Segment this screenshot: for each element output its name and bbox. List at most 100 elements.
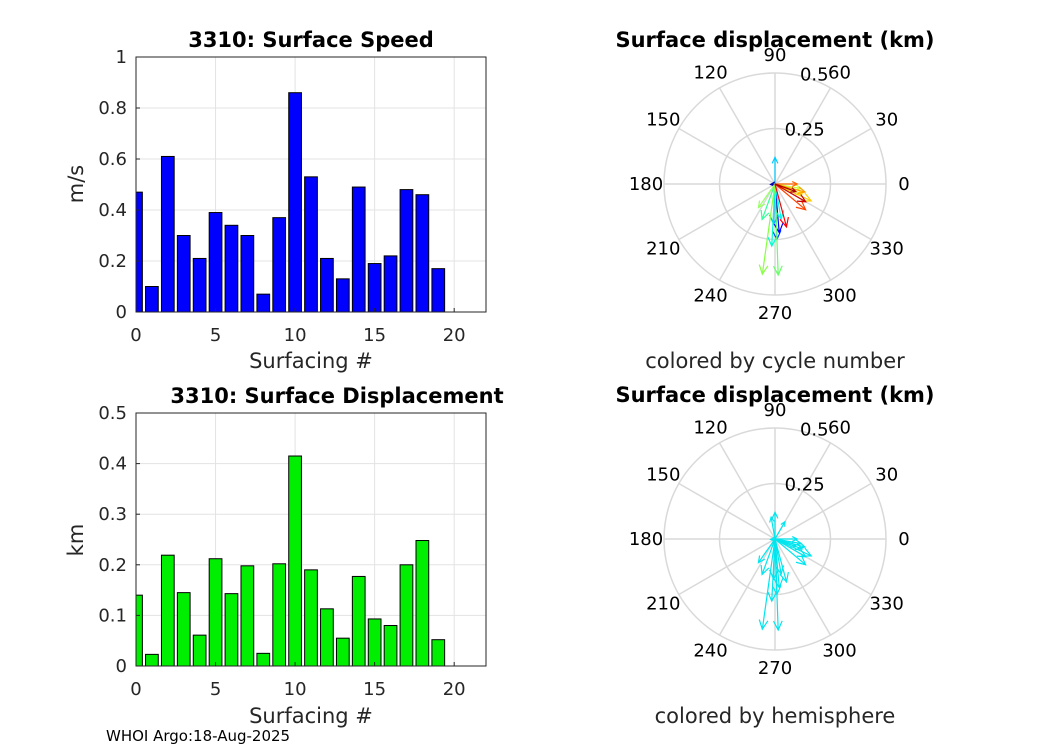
speed-axes-box [135, 56, 487, 313]
speed-y-axis-label: m/s [64, 165, 88, 203]
speed-x-axis-label: Surfacing # [249, 349, 373, 373]
speed-bar [224, 224, 239, 313]
displacement-bar [304, 569, 318, 667]
polar-cycle-angle-label: 180 [629, 174, 663, 195]
polar-cycle-radius-label: 0.25 [785, 119, 825, 140]
speed-x-tick-label: 10 [284, 325, 307, 346]
polar-hemisphere-angle-label: 0 [898, 529, 909, 550]
displacement-ticks: 0 0.1 0.2 0.3 0.4 0.5 0 5 10 15 20 [98, 403, 465, 700]
polar-hemisphere-vector-shaft [771, 538, 776, 602]
polar-cycle-angle-label: 60 [828, 62, 851, 83]
displacement-x-axis-label: Surfacing # [249, 704, 373, 728]
displacement-bar [208, 558, 223, 667]
displacement-y-tick-label: 0.5 [98, 403, 127, 424]
polar-cycle-vector [774, 183, 798, 193]
polar-hemisphere-angle-label: 60 [828, 417, 851, 438]
polar-cycle-vector-head [790, 187, 798, 193]
polar-hemisphere-angle-label: 210 [646, 594, 680, 615]
speed-y-tick-label: 0 [116, 302, 127, 323]
polar-cycle-vector-shaft [774, 183, 807, 203]
polar-hemisphere-vector-shaft [757, 538, 776, 563]
speed-ticks: 00.20.40.60.810 5 10 15 20 [98, 47, 465, 346]
polar-hemisphere-title: Surface displacement (km) [615, 383, 934, 407]
polar-hemisphere-vector [767, 538, 778, 603]
polar-hemisphere-radius-label: 0.5 [800, 420, 829, 441]
speed-bar [335, 278, 350, 313]
polar-cycle-vector-head [758, 264, 769, 276]
polar-hemisphere-chart: 0 30 60 90 120 150 180 210 240 270 300 330 0.25 0.5 S… [615, 383, 934, 728]
speed-bars [135, 92, 446, 313]
polar-cycle-title: Surface displacement (km) [615, 28, 934, 52]
speed-bar [415, 194, 430, 313]
polar-cycle-angle-label: 240 [693, 286, 727, 307]
polar-hemisphere-vector [771, 510, 779, 539]
polar-cycle-angle-label: 150 [646, 110, 680, 131]
polar-cycle-vector [774, 183, 807, 211]
displacement-bar-chart: 0 0.1 0.2 0.3 0.4 0.5 0 5 10 15 20 3310: Surface D… [64, 384, 504, 728]
displacement-bar [176, 592, 191, 667]
speed-bar [399, 189, 414, 313]
speed-bar [160, 155, 175, 313]
polar-hemisphere-vector [758, 538, 776, 631]
polar-cycle-angle-label: 300 [822, 286, 856, 307]
polar-cycle-vector-shaft [761, 183, 776, 220]
displacement-y-tick-label: 0 [116, 656, 127, 677]
displacement-bar [367, 618, 382, 667]
speed-chart-title: 3310: Surface Speed [188, 28, 434, 52]
displacement-bars [135, 455, 446, 667]
polar-cycle-vector [774, 183, 789, 229]
polar-hemisphere-vector-head [758, 619, 769, 631]
speed-bar [176, 235, 191, 313]
speed-bar-chart: 00.20.40.60.810 5 10 15 20 3310: Surface Spe… [64, 28, 487, 373]
polar-hemisphere-vector [757, 538, 776, 564]
polar-cycle-vector [775, 181, 799, 187]
displacement-bar [224, 593, 239, 667]
polar-cycle-vectors [757, 155, 813, 277]
speed-y-tick-label: 0.6 [98, 149, 127, 170]
polar-hemisphere-labels: 0 30 60 90 120 150 180 210 240 270 300 330 0.25 0.5 [629, 400, 910, 679]
displacement-x-tick-label: 10 [284, 679, 307, 700]
polar-cycle-vector [772, 183, 783, 277]
polar-cycle-vector-head [791, 181, 799, 187]
polar-cycle-vector [771, 155, 779, 184]
displacement-bar [192, 634, 207, 667]
displacement-bar [415, 540, 430, 667]
polar-hemisphere-vector [774, 538, 798, 548]
polar-hemisphere-vector [769, 515, 776, 540]
displacement-x-tick-label: 15 [363, 679, 386, 700]
displacement-bar [145, 653, 159, 667]
polar-hemisphere-radius-label: 0.25 [785, 474, 825, 495]
speed-bar [320, 257, 334, 313]
polar-hemisphere-vector-shaft [774, 538, 788, 583]
polar-cycle-angle-label: 0 [898, 174, 909, 195]
speed-bar [304, 176, 318, 313]
polar-cycle-vector-shaft [761, 183, 776, 275]
polar-hemisphere-vector-shaft [774, 538, 807, 558]
polar-hemisphere-vector-head [797, 541, 807, 550]
speed-x-tick-label: 5 [210, 325, 221, 346]
displacement-y-axis-label: km [64, 524, 88, 557]
displacement-bar [256, 652, 271, 667]
polar-hemisphere-vector-shaft [774, 538, 779, 630]
polar-cycle-vector [767, 183, 778, 248]
polar-cycle-angle-label: 120 [693, 62, 727, 83]
polar-cycle-vector-head [760, 210, 770, 221]
polar-hemisphere-vector [774, 538, 789, 584]
polar-hemisphere-vector-head [771, 510, 779, 519]
polar-hemisphere-vector-head [769, 515, 775, 523]
polar-hemisphere-vector-shaft [761, 538, 776, 575]
polar-hemisphere-vector-head [757, 555, 766, 564]
polar-hemisphere-vector-shaft [774, 538, 797, 548]
speed-bar [431, 268, 446, 313]
polar-cycle-vector-shaft [757, 183, 776, 208]
polar-cycle-angle-label: 330 [870, 239, 904, 260]
polar-cycle-angle-label: 90 [764, 45, 787, 66]
polar-hemisphere-vector [774, 538, 807, 558]
displacement-bar [335, 637, 350, 667]
speed-y-tick-label: 0.2 [98, 251, 127, 272]
polar-hemisphere-vector-head [790, 542, 798, 548]
speed-x-tick-label: 0 [130, 325, 141, 346]
polar-hemisphere-angle-label: 270 [758, 658, 792, 679]
speed-bar [145, 286, 159, 313]
